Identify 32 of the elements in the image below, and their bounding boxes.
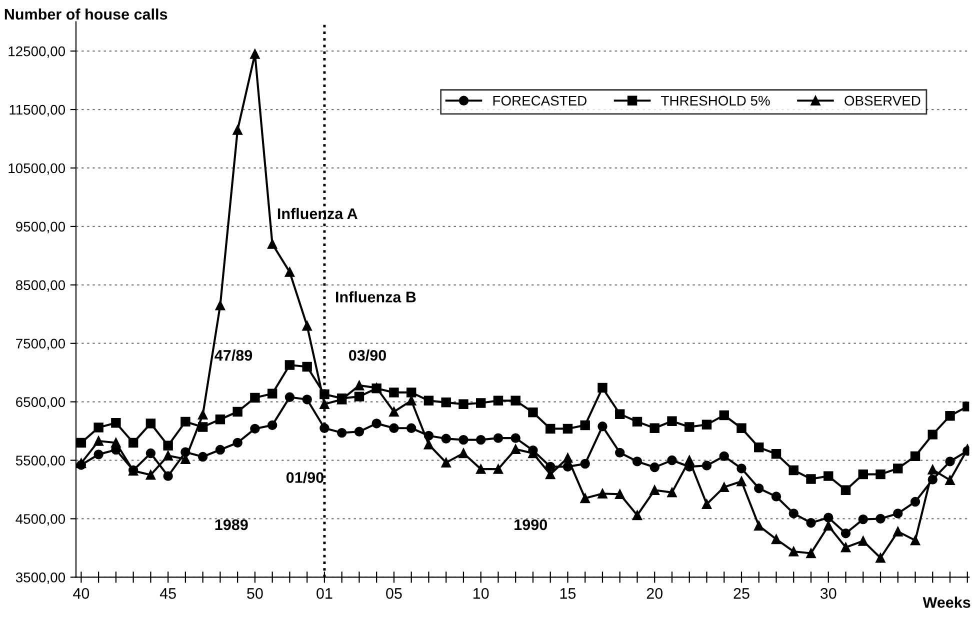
y-tick-label: 9500,00	[16, 222, 66, 234]
annotation: 01/90	[286, 472, 324, 484]
y-tick-label: 7500,00	[16, 338, 66, 350]
annotation: Influenza B	[336, 291, 416, 302]
y-tick-label: 4500,00	[16, 514, 66, 526]
annotation: 03/90	[348, 350, 386, 361]
x-tick-label: 50	[247, 588, 263, 599]
x-tick-label: 10	[474, 588, 489, 599]
annotation: 47/89	[214, 350, 252, 361]
x-tick-label: 45	[160, 588, 176, 599]
annotation: 1990	[514, 519, 547, 530]
y-tick-label: 5500,00	[16, 456, 66, 468]
y-tick-label: 3500,00	[16, 572, 66, 584]
x-tick-label: 30	[820, 588, 836, 599]
legend-label: OBSERVED	[844, 96, 920, 106]
y-tick-label: 6500,00	[16, 397, 66, 409]
annotation: 1989	[215, 519, 248, 530]
legend-label: THRESHOLD 5%	[661, 96, 770, 106]
y-axis-title: Number of house calls	[4, 8, 168, 20]
y-tick-label: 10500,00	[8, 163, 66, 175]
y-tick-label: 8500,00	[16, 280, 66, 292]
y-tick-label: 11500,00	[10, 104, 66, 116]
x-axis-title: Weeks	[922, 596, 970, 608]
x-tick-label: 15	[560, 588, 576, 599]
x-tick-label: 25	[734, 588, 750, 599]
legend-label: FORECASTED	[493, 96, 586, 106]
x-tick-label: 20	[646, 588, 663, 599]
x-tick-label: 40	[73, 588, 90, 599]
x-tick-label: 01	[316, 588, 332, 599]
y-tick-label: 12500,00	[8, 46, 66, 58]
annotation: Influenza A	[278, 208, 358, 220]
x-tick-label: 05	[386, 588, 402, 599]
